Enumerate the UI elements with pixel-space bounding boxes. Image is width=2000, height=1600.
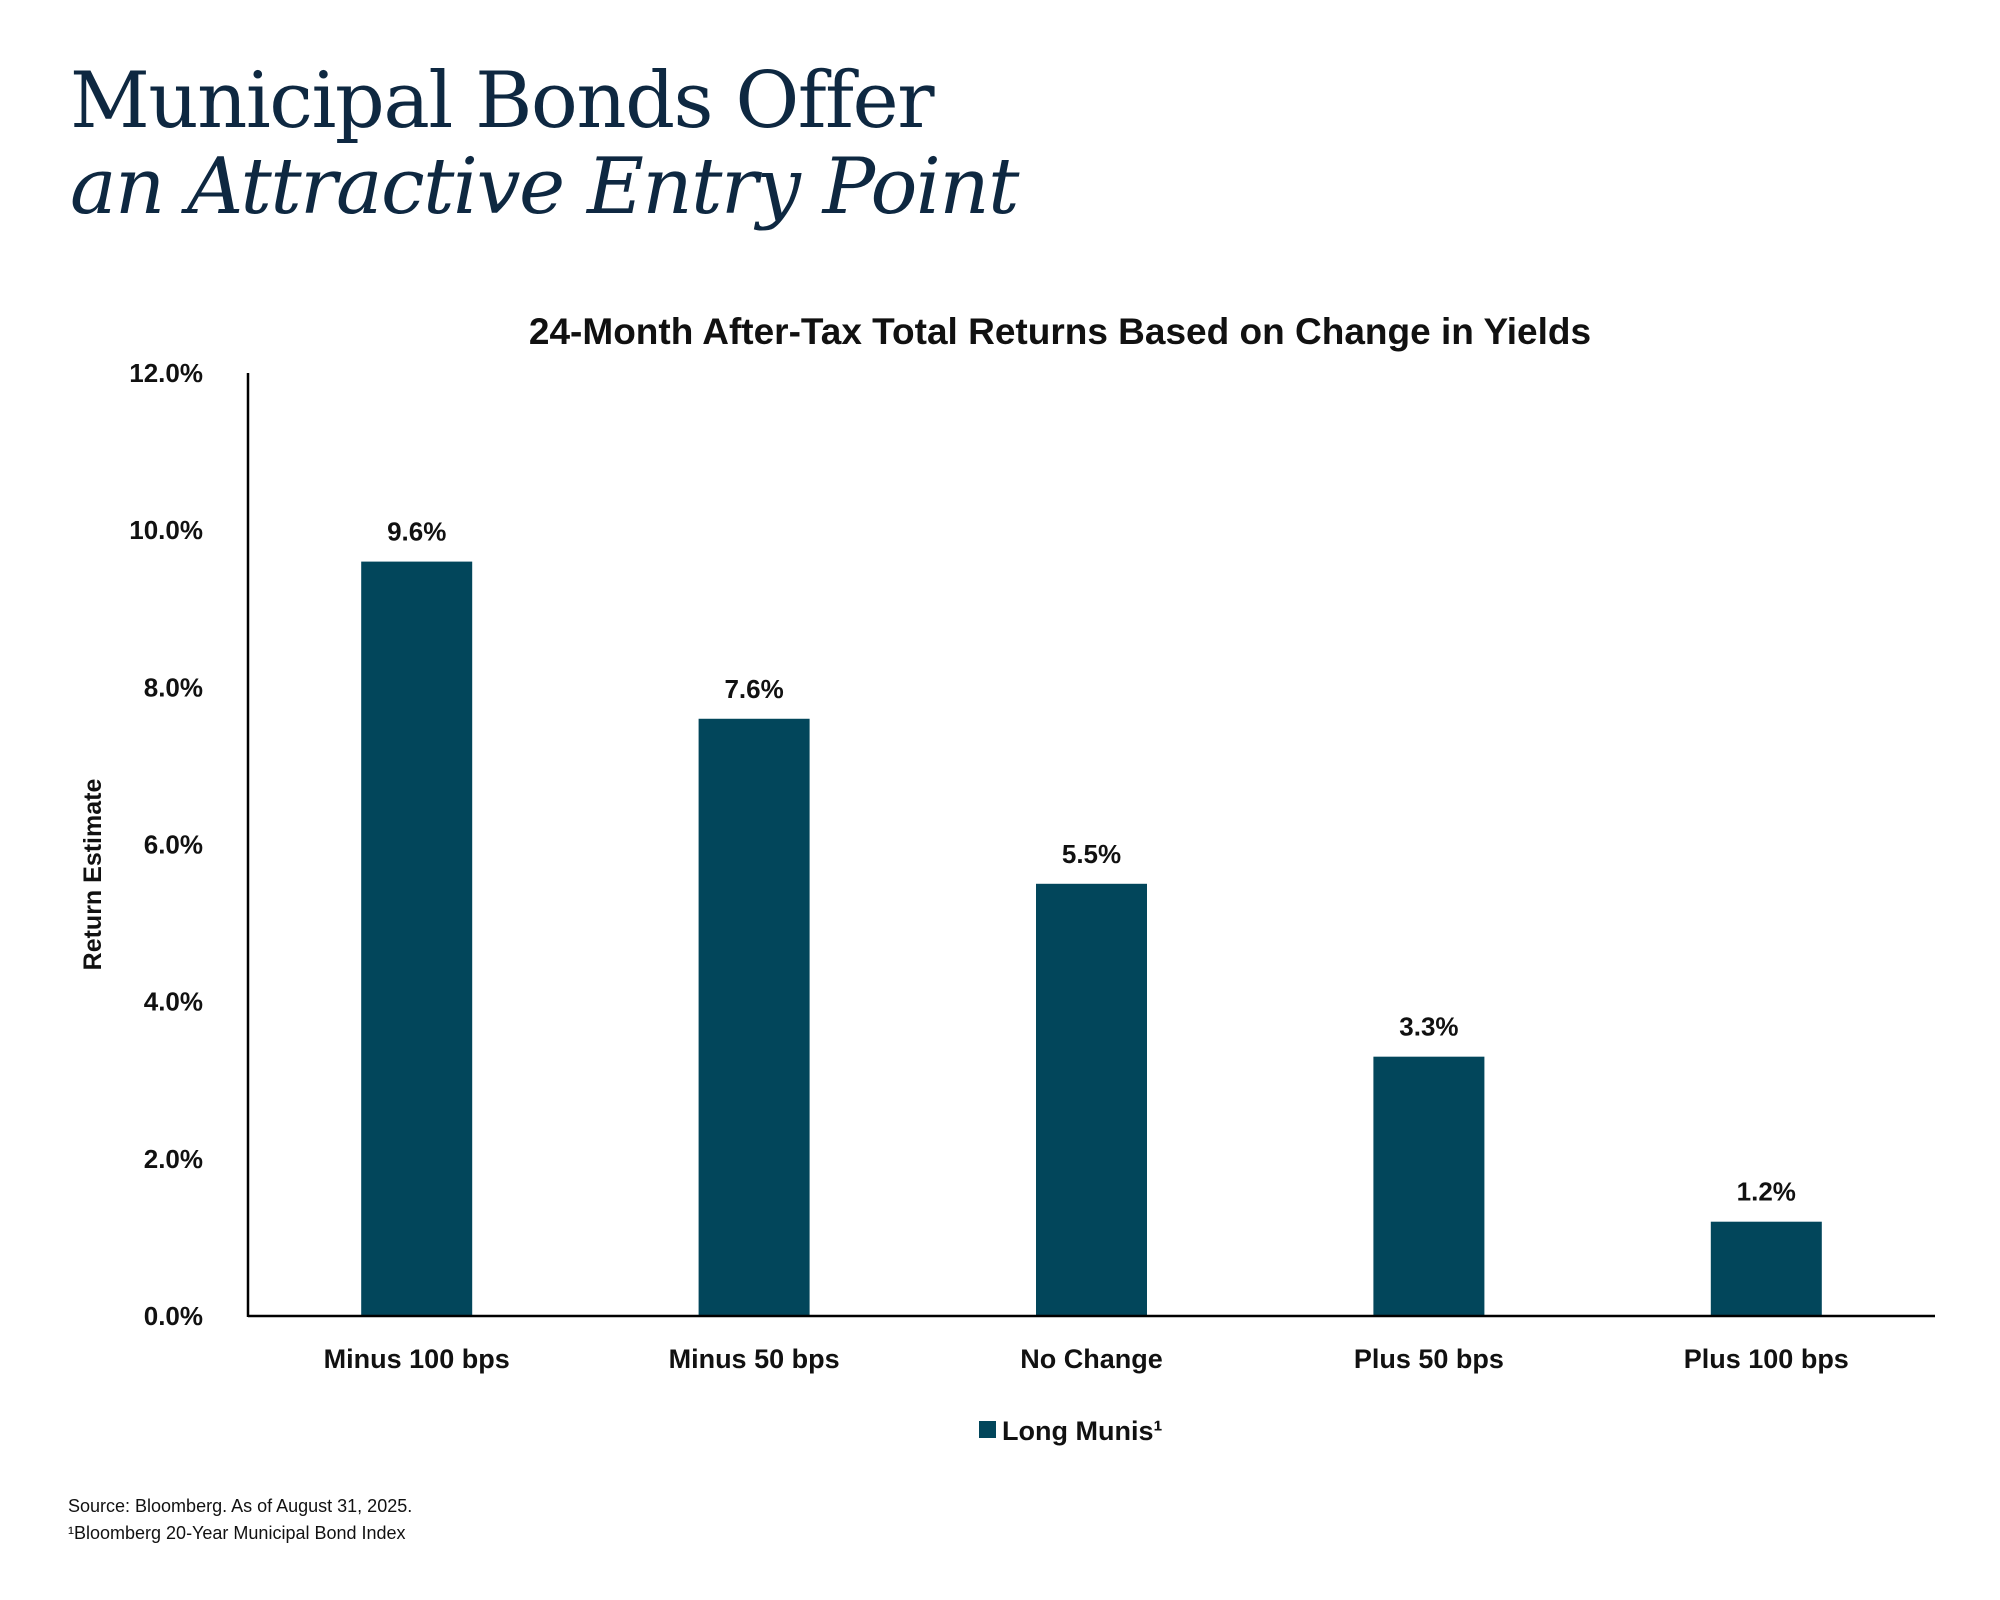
y-tick-label: 4.0% [144,987,203,1017]
legend-swatch [979,1421,996,1438]
y-tick-label: 8.0% [144,672,203,702]
bar [698,718,810,1316]
bar [361,561,473,1316]
bar [1710,1221,1822,1316]
x-tick-label: Minus 100 bps [324,1344,510,1374]
y-tick-label: 2.0% [144,1144,203,1174]
source-note: Source: Bloomberg. As of August 31, 2025… [68,1496,413,1516]
x-tick-label: Minus 50 bps [669,1344,840,1374]
bar [1373,1056,1485,1316]
y-tick-label: 6.0% [144,830,203,860]
x-tick-label: Plus 50 bps [1354,1344,1504,1374]
bar-value-label: 3.3% [1399,1012,1458,1042]
bar-value-label: 5.5% [1062,839,1121,869]
headline-line-1: Municipal Bonds Offer [70,56,934,146]
y-tick-label: 10.0% [129,515,203,545]
bar-value-label: 1.2% [1737,1177,1796,1207]
x-tick-label: Plus 100 bps [1684,1344,1849,1374]
y-tick-label: 12.0% [129,358,203,388]
footnotes: Source: Bloomberg. As of August 31, 2025… [68,1493,412,1547]
chart-title: 24-Month After-Tax Total Returns Based o… [529,311,1591,352]
headline-line-2: an Attractive Entry Point [70,142,1019,232]
x-tick-label: No Change [1020,1344,1163,1374]
bar-value-label: 7.6% [724,674,783,704]
y-axis-label: Return Estimate [79,779,107,971]
legend-label: Long Munis¹ [1002,1416,1162,1446]
bar-value-label: 9.6% [387,517,446,547]
index-footnote: ¹Bloomberg 20-Year Municipal Bond Index [68,1523,406,1543]
page-headline: Municipal Bonds Offer an Attractive Entr… [70,56,1019,232]
y-tick-label: 0.0% [144,1301,203,1331]
bar [1036,883,1147,1316]
